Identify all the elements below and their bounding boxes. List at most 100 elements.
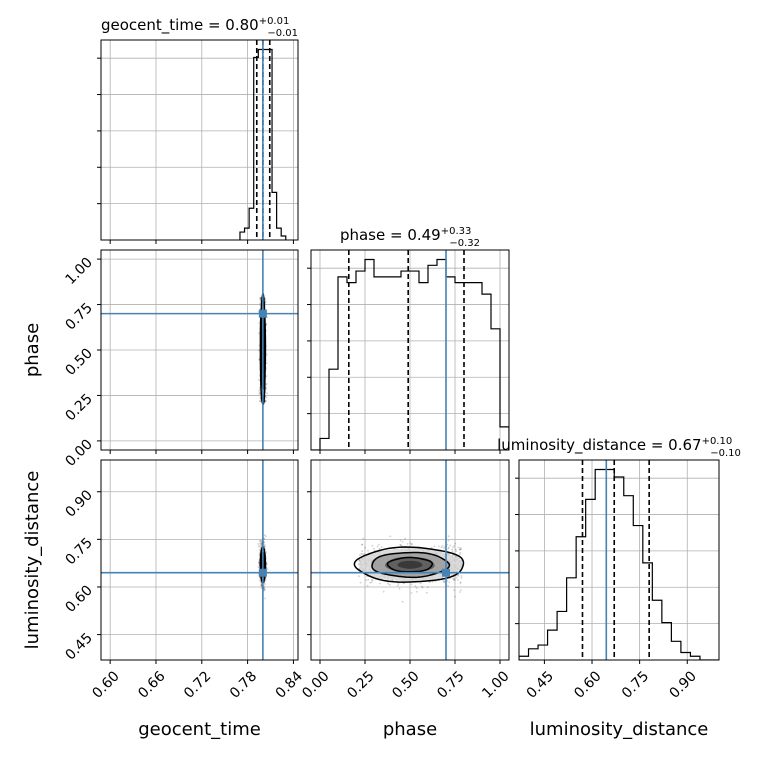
scatter-point: [430, 546, 433, 549]
axes-frame: [100, 39, 299, 241]
scatter-point: [414, 585, 417, 588]
scatter-point: [411, 543, 413, 545]
scatter-point: [459, 548, 461, 551]
grid-lines: [101, 460, 298, 660]
scatter-point: [453, 579, 456, 581]
scatter-point: [360, 552, 363, 555]
scatter-point: [259, 543, 262, 545]
scatter-point: [358, 575, 360, 578]
scatter-point: [404, 537, 406, 540]
title-plus: +0.01: [259, 16, 290, 27]
title-minus: −0.10: [710, 448, 741, 459]
scatter-point: [454, 548, 457, 551]
scatter-point: [387, 582, 389, 585]
scatter-point: [459, 591, 461, 593]
scatter-point: [421, 585, 423, 588]
scatter-point: [260, 584, 263, 586]
scatter-point: [455, 576, 458, 579]
scatter-point: [259, 296, 262, 299]
scatter-point: [259, 540, 261, 543]
y-axis-label: luminosity_distance: [22, 471, 43, 650]
title-text: luminosity_distance = 0.67: [497, 436, 701, 455]
scatter-point: [452, 577, 455, 580]
scatter-point: [260, 584, 263, 587]
scatter-point: [258, 554, 261, 557]
scatter-point: [265, 362, 268, 364]
panel-title: luminosity_distance = 0.67+0.10 −0.10: [497, 436, 741, 459]
histogram-step: [239, 48, 287, 240]
scatter-point: [361, 553, 364, 555]
scatter-point: [264, 588, 266, 591]
title-minus: −0.01: [267, 28, 298, 39]
scatter-point: [369, 581, 372, 584]
scatter-point: [263, 587, 266, 590]
scatter-point: [378, 547, 381, 550]
scatter-point: [259, 297, 261, 300]
scatter-point: [452, 579, 455, 581]
scatter-point: [257, 543, 260, 545]
scatter-point: [454, 595, 456, 598]
scatter-point: [265, 396, 268, 399]
scatter-point: [459, 551, 462, 554]
scatter-point: [443, 581, 445, 584]
scatter-point: [379, 582, 381, 585]
scatter-point: [415, 587, 418, 589]
contour-line-1: [371, 551, 451, 579]
scatter-point: [260, 546, 262, 549]
scatter-point: [419, 582, 422, 585]
scatter-point: [397, 584, 399, 587]
scatter-point: [458, 553, 461, 556]
pair-panel-phase-luminosity_distance: [307, 459, 510, 664]
scatter-point: [367, 578, 370, 581]
scatter-point: [382, 590, 385, 593]
scatter-point: [259, 391, 261, 394]
scatter-point: [460, 577, 463, 579]
scatter-point: [258, 576, 261, 579]
x-axis-label: phase: [383, 719, 437, 740]
scatter-point: [361, 544, 363, 546]
scatter-point: [358, 554, 361, 557]
hist-panel-phase: phase = 0.49+0.33 −0.32: [307, 226, 510, 454]
scatter-point: [260, 296, 262, 299]
panel-title: phase = 0.49+0.33 −0.32: [340, 226, 480, 249]
scatter-point: [259, 542, 262, 544]
scatter-point: [259, 302, 261, 304]
scatter-point: [453, 577, 456, 580]
title-plus: +0.10: [702, 436, 733, 447]
scatter-point: [443, 580, 445, 583]
scatter-point: [410, 583, 413, 586]
scatter-point: [376, 545, 379, 548]
scatter-point: [263, 538, 266, 540]
scatter-point: [402, 582, 405, 585]
scatter-point: [260, 583, 263, 586]
scatter-point: [264, 583, 266, 586]
scatter-point: [453, 589, 456, 592]
scatter-point: [428, 581, 431, 584]
density-level-3: [397, 560, 423, 569]
scatter-point: [365, 579, 368, 581]
scatter-point: [460, 575, 463, 577]
scatter-point: [265, 383, 268, 385]
scatter-point: [260, 587, 263, 590]
scatter-point: [259, 400, 262, 403]
scatter-point: [266, 563, 268, 565]
contour-line-2: [386, 556, 434, 573]
scatter-point: [265, 375, 268, 377]
scatter-point: [443, 546, 445, 549]
scatter-point: [264, 297, 266, 300]
scatter-point: [364, 546, 367, 549]
scatter-point: [367, 549, 369, 552]
scatter-point: [258, 389, 261, 392]
scatter-point: [377, 543, 380, 546]
scatter-point: [453, 545, 456, 547]
scatter-point: [265, 387, 267, 390]
scatter-point: [266, 392, 268, 395]
scatter-point: [362, 537, 365, 540]
contour-line-0: [353, 546, 465, 583]
scatter-point: [447, 535, 450, 538]
scatter-point: [455, 555, 458, 558]
scatter-point: [361, 550, 364, 553]
scatter-point: [446, 543, 449, 546]
scatter-point: [258, 561, 260, 564]
